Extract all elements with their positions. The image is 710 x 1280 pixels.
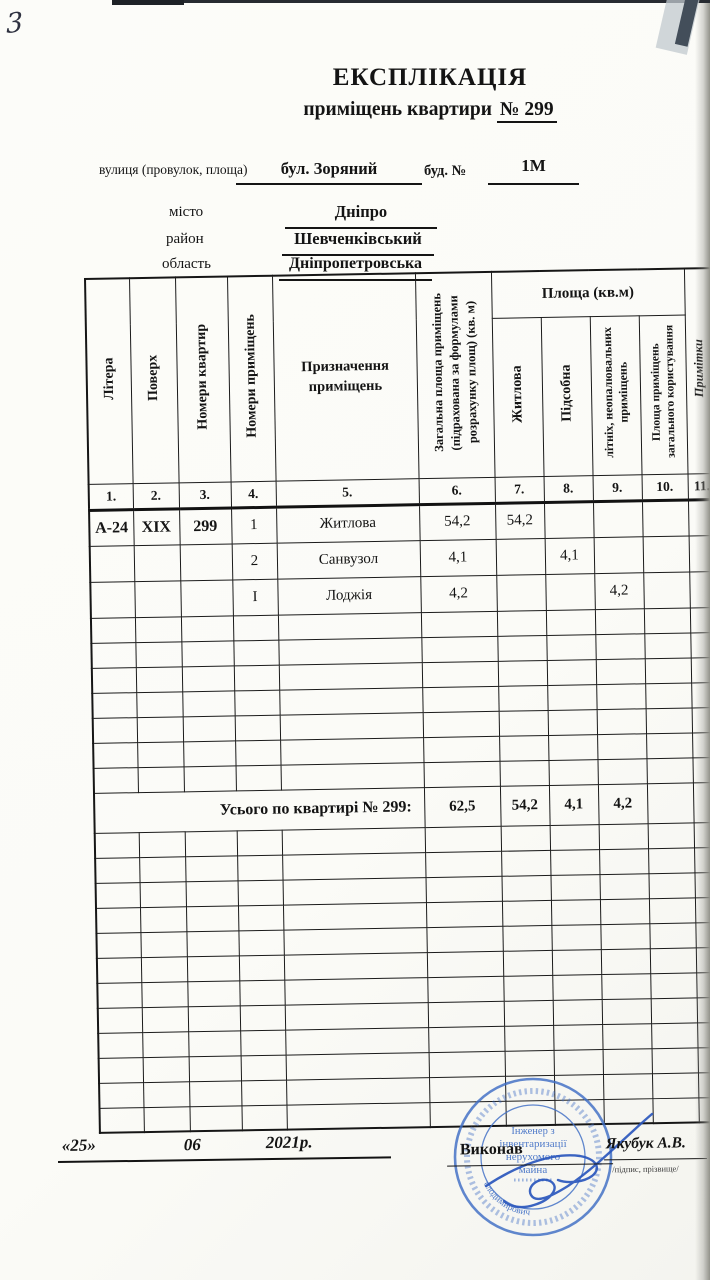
region-label: область <box>162 256 211 272</box>
column-number: 4. <box>230 480 277 508</box>
header-litera: Літера <box>85 278 133 484</box>
cell-summer-area: 4,2 <box>594 572 644 610</box>
cell-floor: XIX <box>133 508 180 546</box>
round-stamp: Інженер з інвентаризації нерухомого майн… <box>448 1072 613 1237</box>
building-underline <box>488 183 579 185</box>
region-underline <box>279 279 432 281</box>
city-label: місто <box>169 204 204 220</box>
handwritten-page-number: 3 <box>5 6 24 41</box>
total-area-value: 62,5 <box>423 785 501 828</box>
street-value: бул. Зоряний <box>280 159 378 178</box>
header-common: Площа приміщень загального користування <box>638 314 688 475</box>
date-underline <box>58 1156 392 1164</box>
cell-total-area: 4,1 <box>419 538 497 577</box>
header-utility: Підсобна <box>540 316 593 477</box>
stamp-text-line1: Інженер з <box>511 1126 554 1137</box>
cell-room-number: I <box>232 578 278 616</box>
district-label: район <box>166 231 204 247</box>
cell-purpose: Лоджія <box>277 576 421 615</box>
cell-total-area: 54,2 <box>418 502 496 541</box>
column-number: 9. <box>592 474 642 502</box>
column-number: 6. <box>418 476 495 505</box>
cell-utility-area <box>545 573 595 610</box>
cell-common-area <box>642 535 690 573</box>
cell-total-area: 4,2 <box>420 574 497 613</box>
header-purpose: Призначення приміщень <box>271 273 419 481</box>
scan-top-edge <box>112 0 710 3</box>
cell-common-area <box>641 499 689 537</box>
city-value: Дніпро <box>334 202 388 221</box>
header-area-group: Площа (кв.м) <box>490 268 685 318</box>
cell-common-area <box>643 571 690 609</box>
column-number: 2. <box>132 482 180 510</box>
column-number: 7. <box>494 476 544 503</box>
district-underline <box>282 254 434 256</box>
cell-living-area <box>495 538 546 575</box>
column-number: 10. <box>641 473 688 501</box>
cell-apartment: 299 <box>179 507 232 545</box>
total-summer-value: 4,2 <box>597 783 648 825</box>
region-value: Дніпропетровська <box>288 255 423 272</box>
scan-top-edge-smudge <box>112 0 184 5</box>
total-living-value: 54,2 <box>499 784 550 826</box>
cell-apartment <box>180 579 233 617</box>
stamp-text-line4: майна <box>519 1164 548 1176</box>
building-value: 1М <box>521 156 546 175</box>
cell-litera: А-24 <box>89 509 134 546</box>
date-day: «25» <box>61 1135 96 1155</box>
column-number: 1. <box>88 483 134 510</box>
handwritten-signature <box>484 1112 654 1209</box>
cell-summer-area <box>593 536 644 574</box>
total-label: Усього по квартирі № 299: <box>93 787 425 833</box>
cell-litera <box>89 545 135 582</box>
cell-purpose: Житлова <box>276 504 420 543</box>
subtitle-text: приміщень квартири <box>303 99 492 120</box>
document-subtitle: приміщень квартири № 299 <box>150 99 710 123</box>
cell-room-number: 1 <box>231 506 277 544</box>
header-room-numbers: Номери приміщень <box>226 275 276 482</box>
stamp-text-line2: інвентаризації <box>499 1138 567 1150</box>
stamp-text-line3: нерухомого <box>506 1151 561 1163</box>
explication-table-wrapper: Літера Поверх Номери квартир Номери прим… <box>84 267 710 1134</box>
document-title: ЕКСПЛІКАЦІЯ <box>332 64 528 91</box>
column-number: 8. <box>543 475 593 503</box>
header-summer: літніх, неопалювальних приміщень <box>589 315 642 476</box>
city-underline <box>285 227 437 229</box>
total-utility-value: 4,1 <box>548 784 599 825</box>
cell-living-area: 54,2 <box>494 502 545 539</box>
street-underline <box>236 183 422 185</box>
column-number: 3. <box>178 481 232 509</box>
cell-apartment <box>179 543 233 581</box>
total-common-value <box>646 782 694 824</box>
scan-right-edge <box>695 0 710 1280</box>
cell-floor <box>134 580 181 618</box>
cell-summer-area <box>592 500 643 538</box>
header-total-area: Загальна площа приміщень (підрахована за… <box>414 271 495 479</box>
date-month: 06 <box>183 1135 201 1155</box>
cell-purpose: Санвузол <box>276 540 421 579</box>
header-floor: Поверх <box>129 277 179 484</box>
header-living: Житлова <box>491 317 544 477</box>
stamp-ring-text-texture <box>464 1088 602 1226</box>
cell-living-area <box>496 573 546 611</box>
cell-floor <box>133 544 181 582</box>
cell-room-number: 2 <box>231 542 278 580</box>
district-value: Шевченківський <box>294 229 422 248</box>
cell-utility-area: 4,1 <box>544 537 595 574</box>
apartment-number: № 299 <box>496 99 557 123</box>
street-label: вулиця (провулок, площа) <box>99 162 248 177</box>
cell-litera <box>90 581 135 618</box>
cell-utility-area <box>543 501 594 539</box>
header-apartment-numbers: Номери квартир <box>175 276 231 483</box>
column-number: 5. <box>275 478 419 507</box>
date-year: 2021р. <box>265 1132 313 1153</box>
building-label: буд. № <box>424 163 467 179</box>
explication-table: Літера Поверх Номери квартир Номери прим… <box>84 267 710 1134</box>
